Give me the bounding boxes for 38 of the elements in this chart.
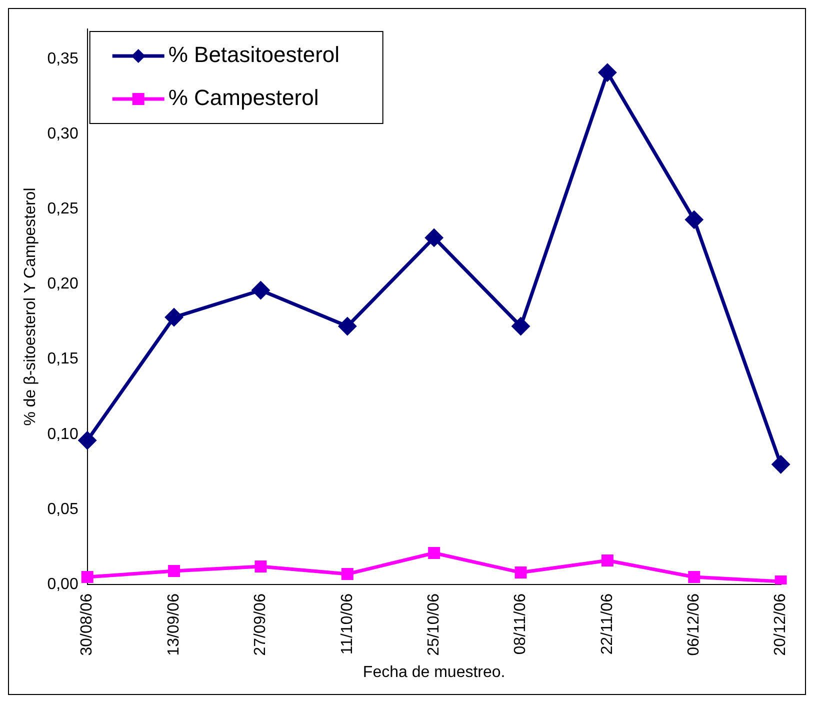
y-tick-label: 0,15: [47, 350, 78, 368]
x-tick-label: 08/11/06: [512, 593, 530, 655]
y-tick-label: 0,30: [47, 126, 78, 143]
point: [165, 308, 183, 326]
point: [252, 281, 270, 299]
point: [428, 546, 440, 559]
point: [254, 560, 267, 572]
point: [601, 554, 614, 566]
y-tick-label: 0,00: [47, 576, 78, 593]
point: [598, 64, 616, 82]
y-tick-label: 0,35: [47, 50, 78, 68]
point: [685, 210, 703, 228]
x-tick-label: 20/12/06: [772, 593, 790, 656]
x-tick-label: 30/08/06: [78, 593, 96, 656]
point: [338, 318, 356, 336]
point: [81, 571, 94, 584]
point: [512, 318, 530, 336]
legend-label: % Betasitoesterol: [168, 42, 340, 68]
x-tick-label: 22/11/06: [598, 593, 616, 655]
y-tick-label: 0,05: [47, 500, 78, 518]
point: [514, 566, 527, 578]
point: [688, 571, 700, 584]
point: [772, 456, 790, 474]
y-tick-label: 0,25: [47, 200, 78, 218]
point: [168, 565, 180, 577]
point: [425, 228, 443, 246]
x-tick-label: 13/09/06: [165, 593, 182, 656]
x-tick-label: 25/10/06: [425, 593, 442, 656]
x-tick-label: 06/12/06: [686, 593, 703, 656]
x-axis-title: Fecha de muestreo.: [362, 664, 506, 681]
legend-label: % Campesterol: [168, 85, 319, 110]
x-tick-label: 27/09/06: [252, 593, 270, 656]
y-axis-title: % de β-sitoesterol Y Campesterol: [22, 188, 40, 426]
x-tick-label: 11/10/06: [338, 593, 356, 655]
y-tick-label: 0,10: [47, 426, 78, 443]
point: [78, 432, 96, 450]
point: [341, 568, 354, 580]
y-tick-label: 0,20: [47, 276, 78, 293]
